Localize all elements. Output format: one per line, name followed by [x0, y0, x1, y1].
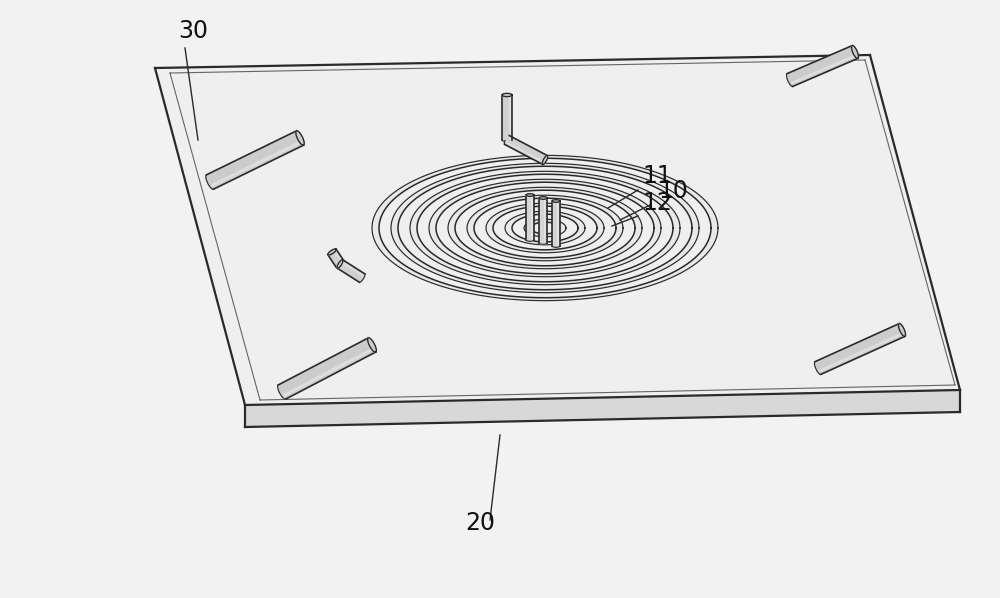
- Polygon shape: [283, 347, 375, 397]
- Polygon shape: [552, 245, 560, 248]
- Polygon shape: [372, 155, 718, 301]
- Polygon shape: [539, 242, 547, 244]
- Polygon shape: [552, 200, 560, 202]
- Polygon shape: [211, 140, 302, 187]
- Polygon shape: [852, 45, 858, 59]
- Polygon shape: [359, 274, 365, 282]
- Polygon shape: [448, 187, 642, 269]
- Text: 11: 11: [642, 164, 672, 188]
- Polygon shape: [410, 171, 680, 285]
- Polygon shape: [552, 201, 560, 246]
- Polygon shape: [368, 338, 376, 352]
- Polygon shape: [542, 155, 548, 164]
- Polygon shape: [524, 219, 566, 237]
- Polygon shape: [296, 131, 304, 145]
- Polygon shape: [531, 195, 533, 240]
- Polygon shape: [544, 198, 546, 243]
- Polygon shape: [245, 390, 960, 427]
- Polygon shape: [333, 250, 343, 263]
- Text: 20: 20: [465, 511, 495, 535]
- Polygon shape: [539, 197, 547, 199]
- Polygon shape: [787, 45, 858, 87]
- Polygon shape: [814, 362, 822, 374]
- Polygon shape: [206, 175, 214, 189]
- Polygon shape: [557, 201, 559, 246]
- Polygon shape: [429, 179, 661, 277]
- Polygon shape: [337, 260, 343, 269]
- Polygon shape: [505, 211, 585, 245]
- Polygon shape: [526, 194, 534, 196]
- Polygon shape: [278, 338, 376, 399]
- Polygon shape: [502, 138, 512, 142]
- Polygon shape: [509, 95, 511, 140]
- Polygon shape: [526, 239, 534, 241]
- Polygon shape: [791, 54, 857, 84]
- Polygon shape: [486, 203, 604, 253]
- Polygon shape: [815, 324, 905, 374]
- Polygon shape: [504, 136, 510, 145]
- Polygon shape: [502, 95, 512, 140]
- Polygon shape: [526, 195, 534, 240]
- Polygon shape: [505, 136, 547, 164]
- Text: 30: 30: [178, 19, 208, 43]
- Polygon shape: [787, 74, 793, 87]
- Polygon shape: [341, 261, 364, 277]
- Polygon shape: [278, 385, 286, 399]
- Polygon shape: [328, 249, 336, 255]
- Polygon shape: [337, 260, 365, 282]
- Polygon shape: [328, 249, 344, 267]
- Polygon shape: [505, 141, 544, 163]
- Polygon shape: [391, 163, 699, 292]
- Polygon shape: [467, 195, 623, 261]
- Text: 12: 12: [642, 191, 672, 215]
- Polygon shape: [898, 324, 906, 337]
- Polygon shape: [336, 261, 344, 267]
- Polygon shape: [155, 55, 960, 405]
- Polygon shape: [206, 131, 304, 189]
- Polygon shape: [819, 332, 904, 373]
- Polygon shape: [539, 198, 547, 243]
- Polygon shape: [502, 93, 512, 97]
- Text: 10: 10: [658, 179, 688, 203]
